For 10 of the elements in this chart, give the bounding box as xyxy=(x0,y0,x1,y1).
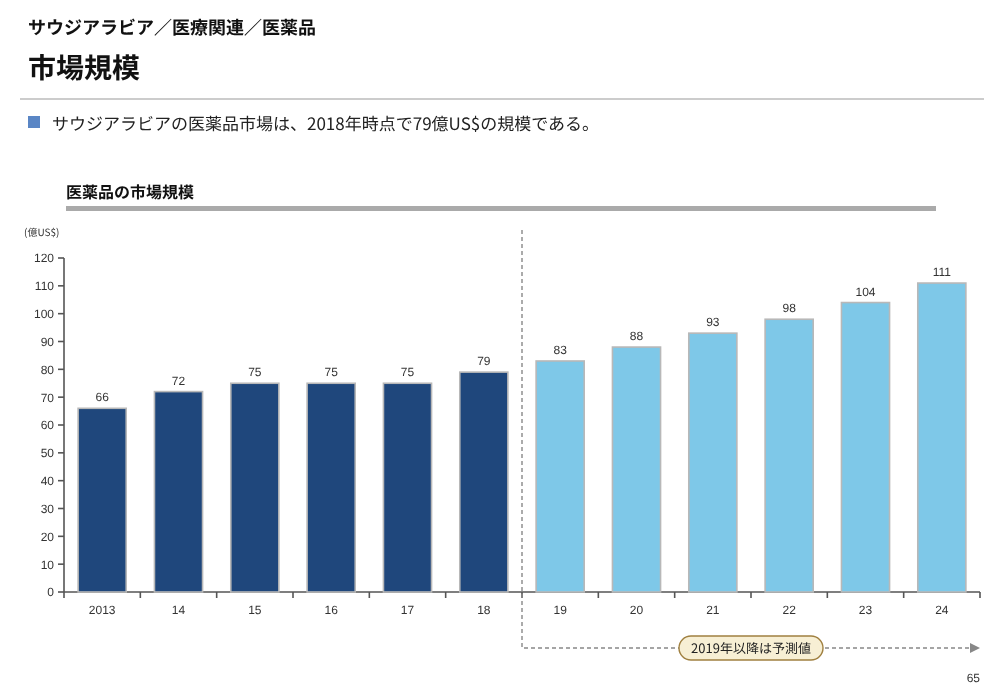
text: サウジアラビア／医療関連／医薬品 xyxy=(28,14,317,40)
bar xyxy=(229,382,280,593)
bar xyxy=(382,382,433,593)
bar xyxy=(153,390,204,593)
chart-subtitle: 医薬品の市場規模 xyxy=(66,182,194,204)
bar xyxy=(77,407,128,593)
chart-title: 市場規模 xyxy=(28,48,140,88)
bar xyxy=(306,382,357,593)
bar xyxy=(458,371,509,593)
text: サウジアラビアの医薬品市場は、2018年時点で79億US$の規模である。 xyxy=(52,112,600,136)
